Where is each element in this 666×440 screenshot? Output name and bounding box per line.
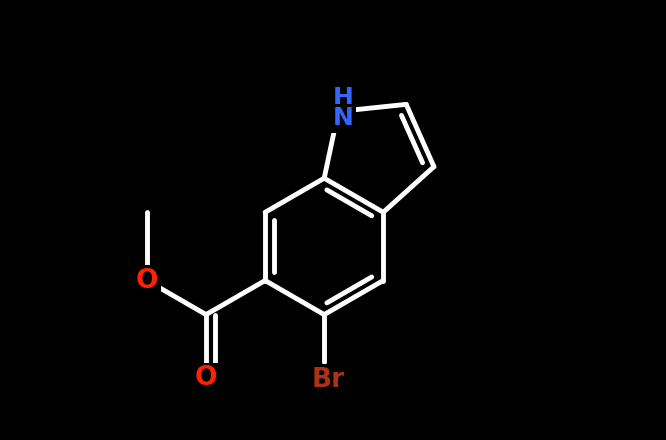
Text: N: N	[332, 106, 353, 130]
Text: H: H	[332, 86, 353, 110]
Text: Br: Br	[312, 367, 345, 393]
Text: O: O	[195, 365, 217, 392]
Text: O: O	[136, 268, 159, 293]
